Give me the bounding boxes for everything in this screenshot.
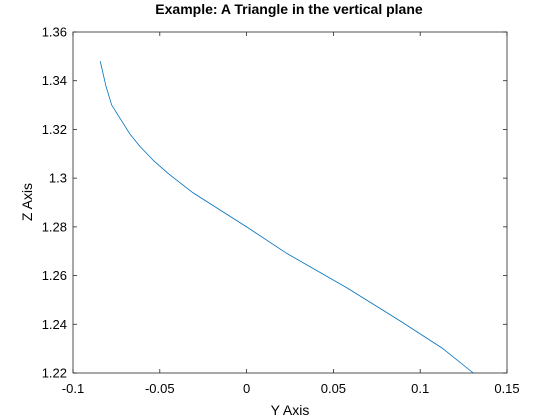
chart-title: Example: A Triangle in the vertical plan… xyxy=(155,1,423,17)
y-axis-label: Z Axis xyxy=(19,183,35,221)
x-tick-label: 0.1 xyxy=(411,381,429,396)
x-axis-label: Y Axis xyxy=(271,402,310,418)
y-tick-label: 1.22 xyxy=(42,366,67,381)
y-axis-ticks: 1.22 1.24 1.26 1.28 1.3 1.32 1.34 1.36 xyxy=(42,25,507,381)
x-tick-label: 0.05 xyxy=(321,381,346,396)
x-tick-label: -0.05 xyxy=(145,381,175,396)
y-tick-label: 1.3 xyxy=(49,171,67,186)
y-tick-label: 1.34 xyxy=(42,73,67,88)
y-tick-label: 1.24 xyxy=(42,317,67,332)
y-tick-label: 1.32 xyxy=(42,122,67,137)
series-layer xyxy=(99,61,474,374)
x-tick-label: 0 xyxy=(243,381,250,396)
y-tick-label: 1.36 xyxy=(42,25,67,40)
x-tick-label: 0.15 xyxy=(494,381,519,396)
x-tick-label: -0.1 xyxy=(62,381,84,396)
y-tick-label: 1.26 xyxy=(42,268,67,283)
y-tick-label: 1.28 xyxy=(42,219,67,234)
x-axis-ticks: -0.1 -0.05 0 0.05 0.1 0.15 xyxy=(62,32,520,396)
plot-area xyxy=(72,31,508,374)
series-line-0 xyxy=(99,61,474,374)
